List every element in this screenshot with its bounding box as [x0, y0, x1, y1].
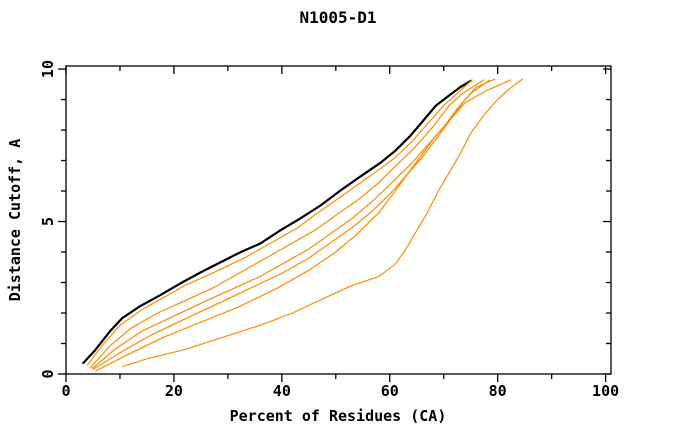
y-axis-title: Distance Cutoff, A: [6, 139, 24, 302]
x-tick-label: 60: [381, 382, 399, 400]
chart-title: N1005-D1: [299, 8, 376, 27]
series-model-1: [86, 79, 473, 366]
x-tick-label: 20: [165, 382, 183, 400]
series-model-6: [122, 78, 524, 367]
y-tick-label: 0: [39, 369, 57, 378]
y-tick-label: 10: [39, 60, 57, 78]
x-axis-title: Percent of Residues (CA): [230, 407, 447, 425]
x-tick-label: 40: [273, 382, 291, 400]
x-tick-label: 0: [61, 382, 70, 400]
x-tick-label: 80: [489, 382, 507, 400]
x-tick-label: 100: [592, 382, 619, 400]
series-model-5: [95, 79, 512, 372]
y-tick-label: 5: [39, 217, 57, 226]
axis-tick-labels: 0 20 40 60 80 100 0 5 10: [39, 60, 619, 400]
axis-ticks: [58, 66, 611, 382]
series-reference: [82, 79, 472, 365]
plot-frame: [65, 65, 612, 375]
series-model-2: [89, 79, 485, 369]
frame-rect: [65, 65, 612, 375]
data-series: [82, 78, 524, 372]
